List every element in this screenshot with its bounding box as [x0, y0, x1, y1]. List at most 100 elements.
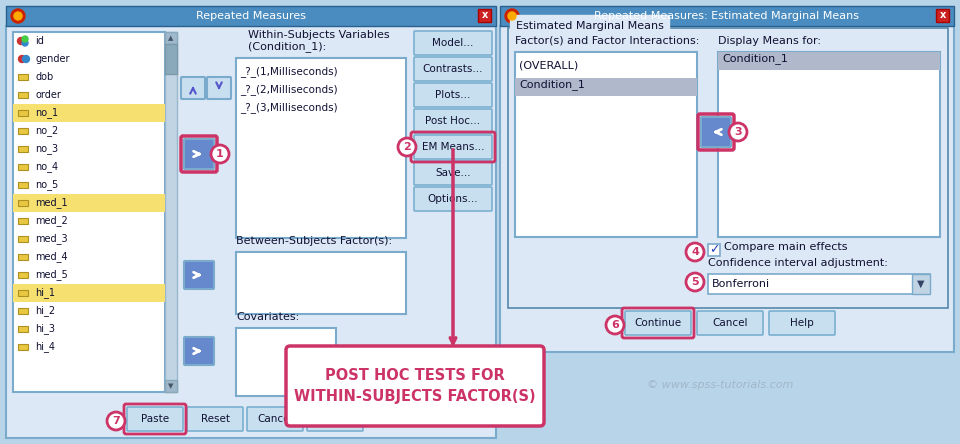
Circle shape: [729, 123, 747, 141]
FancyBboxPatch shape: [18, 326, 28, 332]
Text: Paste: Paste: [141, 414, 169, 424]
Text: EM Means...: EM Means...: [421, 142, 484, 152]
Circle shape: [107, 412, 125, 430]
Text: ▲: ▲: [168, 35, 174, 41]
Text: © www.spss-tutorials.com: © www.spss-tutorials.com: [647, 380, 793, 390]
Text: (OVERALL): (OVERALL): [519, 60, 578, 70]
FancyBboxPatch shape: [165, 44, 177, 74]
Text: Condition_1: Condition_1: [519, 79, 585, 90]
FancyBboxPatch shape: [500, 26, 954, 352]
FancyBboxPatch shape: [18, 200, 28, 206]
FancyBboxPatch shape: [6, 26, 496, 438]
FancyBboxPatch shape: [18, 344, 28, 350]
Circle shape: [17, 37, 25, 44]
FancyBboxPatch shape: [625, 311, 691, 335]
Text: gender: gender: [35, 54, 69, 64]
Text: med_3: med_3: [35, 234, 67, 245]
Text: 5: 5: [691, 277, 699, 287]
FancyBboxPatch shape: [478, 9, 491, 22]
FancyBboxPatch shape: [414, 135, 492, 159]
Text: ✓: ✓: [708, 243, 719, 257]
FancyBboxPatch shape: [414, 187, 492, 211]
FancyBboxPatch shape: [236, 58, 406, 238]
FancyBboxPatch shape: [718, 52, 940, 237]
FancyBboxPatch shape: [13, 104, 165, 122]
Text: hi_3: hi_3: [35, 324, 55, 334]
FancyBboxPatch shape: [18, 290, 28, 296]
Text: Save...: Save...: [435, 168, 470, 178]
FancyBboxPatch shape: [13, 284, 165, 302]
FancyBboxPatch shape: [414, 31, 492, 55]
Text: _?_(1,Milliseconds): _?_(1,Milliseconds): [240, 66, 338, 77]
Text: Within-Subjects Variables: Within-Subjects Variables: [248, 30, 390, 40]
Text: no_2: no_2: [35, 126, 59, 136]
FancyBboxPatch shape: [187, 407, 243, 431]
Text: 7: 7: [112, 416, 120, 426]
Circle shape: [606, 316, 624, 334]
Text: no_3: no_3: [35, 143, 59, 155]
FancyBboxPatch shape: [18, 236, 28, 242]
Text: (Condition_1):: (Condition_1):: [248, 41, 326, 52]
FancyBboxPatch shape: [18, 146, 28, 152]
Text: Cancel: Cancel: [712, 318, 748, 328]
Text: Repeated Measures: Repeated Measures: [196, 11, 306, 21]
Circle shape: [22, 40, 28, 46]
Text: ▼: ▼: [917, 279, 924, 289]
Text: Covariates:: Covariates:: [236, 312, 300, 322]
FancyBboxPatch shape: [236, 328, 336, 396]
FancyBboxPatch shape: [165, 32, 177, 44]
FancyBboxPatch shape: [236, 252, 406, 314]
Text: dob: dob: [35, 72, 53, 82]
FancyBboxPatch shape: [18, 308, 28, 314]
Text: med_2: med_2: [35, 215, 68, 226]
Circle shape: [398, 138, 416, 156]
FancyBboxPatch shape: [18, 254, 28, 260]
FancyBboxPatch shape: [515, 52, 697, 237]
Text: x: x: [940, 11, 946, 20]
Circle shape: [686, 273, 704, 291]
FancyBboxPatch shape: [515, 78, 697, 96]
Text: Reset: Reset: [201, 414, 229, 424]
Circle shape: [686, 243, 704, 261]
FancyBboxPatch shape: [936, 9, 949, 22]
Text: Repeated Measures: Estimated Marginal Means: Repeated Measures: Estimated Marginal Me…: [594, 11, 859, 21]
Text: Model...: Model...: [432, 38, 473, 48]
Text: Help: Help: [324, 414, 347, 424]
FancyBboxPatch shape: [184, 139, 214, 169]
FancyBboxPatch shape: [18, 110, 28, 116]
Circle shape: [211, 145, 229, 163]
FancyBboxPatch shape: [307, 407, 363, 431]
FancyBboxPatch shape: [184, 261, 214, 289]
Text: 3: 3: [734, 127, 742, 137]
Text: order: order: [35, 90, 60, 100]
FancyBboxPatch shape: [701, 117, 731, 147]
Text: Factor(s) and Factor Interactions:: Factor(s) and Factor Interactions:: [515, 36, 700, 46]
Text: 1: 1: [216, 149, 224, 159]
FancyBboxPatch shape: [286, 346, 544, 426]
Text: no_5: no_5: [35, 179, 59, 190]
FancyBboxPatch shape: [414, 161, 492, 185]
FancyBboxPatch shape: [18, 218, 28, 224]
Circle shape: [505, 9, 519, 23]
Text: Help: Help: [790, 318, 814, 328]
Circle shape: [11, 9, 25, 23]
Text: Compare main effects: Compare main effects: [724, 242, 848, 252]
Text: 4: 4: [691, 247, 699, 257]
FancyBboxPatch shape: [181, 77, 205, 99]
Text: no_1: no_1: [35, 107, 59, 119]
Text: med_5: med_5: [35, 270, 68, 281]
Circle shape: [18, 56, 26, 63]
Text: no_4: no_4: [35, 162, 59, 172]
FancyBboxPatch shape: [247, 407, 303, 431]
FancyBboxPatch shape: [18, 272, 28, 278]
Circle shape: [14, 12, 22, 20]
Text: hi_4: hi_4: [35, 341, 55, 353]
FancyBboxPatch shape: [414, 83, 492, 107]
Circle shape: [508, 12, 516, 20]
Text: Estimated Marginal Means: Estimated Marginal Means: [516, 21, 664, 31]
FancyBboxPatch shape: [912, 274, 930, 294]
Text: Options...: Options...: [428, 194, 478, 204]
FancyBboxPatch shape: [708, 274, 930, 294]
FancyBboxPatch shape: [13, 32, 165, 392]
Circle shape: [22, 36, 28, 42]
